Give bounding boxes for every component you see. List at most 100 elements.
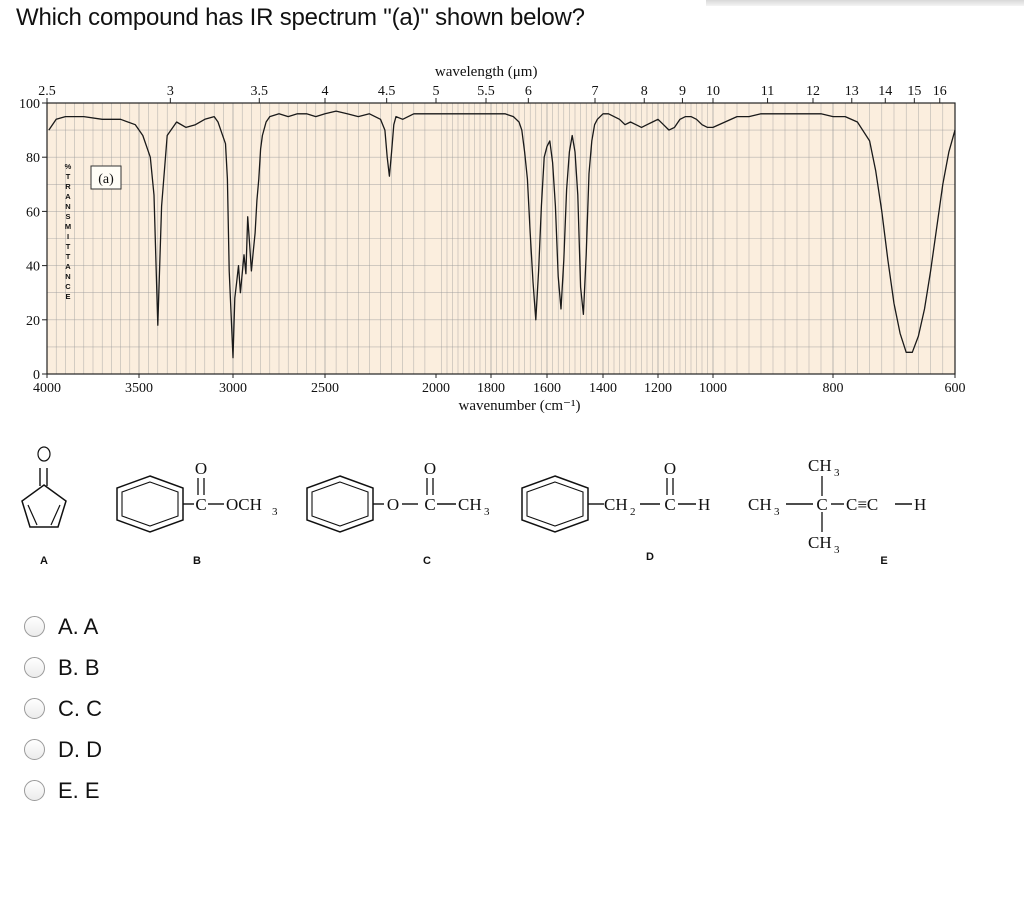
x2-tick-label: 2.5 — [38, 84, 56, 99]
svg-text:C: C — [195, 495, 206, 514]
svg-text:C: C — [664, 495, 675, 514]
y-tick-label: 20 — [26, 314, 40, 329]
x2-tick-label: 6 — [525, 84, 532, 99]
svg-text:H: H — [914, 495, 926, 514]
x2-tick-label: 12 — [806, 84, 820, 99]
choice-b[interactable]: B. B — [24, 647, 102, 688]
y-tick-label: 60 — [26, 205, 40, 220]
choice-c-label: C. C — [58, 695, 102, 721]
x2-tick-label: 9 — [679, 84, 686, 99]
structure-a: A — [21, 446, 67, 567]
svg-text:CH: CH — [748, 495, 772, 514]
structure-letter-d: D — [646, 551, 654, 563]
choice-e[interactable]: E. E — [24, 770, 102, 811]
radio-d[interactable] — [24, 739, 45, 760]
choice-a-label: A. A — [58, 613, 99, 639]
y-tick-label: 100 — [19, 97, 40, 112]
answer-choices: A. A B. B C. C D. D E. E — [24, 606, 102, 811]
y-axis: 0 20 40 60 80 100 — [19, 97, 47, 383]
svg-text:O: O — [664, 459, 676, 478]
structure-c: O O C CH 3 C — [306, 459, 490, 567]
x2-tick-label: 13 — [845, 84, 859, 99]
radio-a[interactable] — [24, 616, 45, 637]
oxygen-atom-a — [37, 446, 51, 462]
x-tick-label: 4000 — [33, 381, 61, 396]
y-axis-label-letter: M — [65, 222, 71, 231]
svg-text:O: O — [195, 459, 207, 478]
svg-text:OCH: OCH — [226, 495, 262, 514]
x-tick-label: 3000 — [219, 381, 247, 396]
svg-text:O: O — [387, 495, 399, 514]
svg-text:CH: CH — [604, 495, 628, 514]
structure-b: O C OCH 3 B — [116, 459, 278, 567]
x-tick-label: 2500 — [311, 381, 339, 396]
x-tick-label: 1800 — [477, 381, 505, 396]
svg-text:C: C — [424, 495, 435, 514]
x2-tick-label: 14 — [878, 84, 892, 99]
x-tick-label: 1000 — [699, 381, 727, 396]
y-axis-label-letter: R — [65, 182, 71, 191]
y-tick-label: 40 — [26, 260, 40, 275]
x-tick-label: 1400 — [589, 381, 617, 396]
window-top-edge — [706, 0, 1024, 6]
x2-axis-title: wavelength (μm) — [435, 64, 538, 80]
x-axis-wavelength: 2.5 3 3.5 4 4.5 5 5.5 6 7 8 9 10 11 12 13 14 15 16 — [38, 84, 947, 103]
y-tick-label: 80 — [26, 151, 40, 166]
svg-text:CH: CH — [458, 495, 482, 514]
y-axis-label-letter: T — [66, 252, 71, 261]
x2-tick-label: 4.5 — [378, 84, 396, 99]
choice-d[interactable]: D. D — [24, 729, 102, 770]
x-tick-label: 2000 — [422, 381, 450, 396]
radio-c[interactable] — [24, 698, 45, 719]
svg-text:2: 2 — [630, 506, 636, 518]
x-tick-label: 3500 — [125, 381, 153, 396]
question-text: Which compound has IR spectrum "(a)" sho… — [16, 4, 585, 31]
svg-text:H: H — [698, 495, 710, 514]
choice-a[interactable]: A. A — [24, 606, 102, 647]
y-axis-label-letter: T — [66, 242, 71, 251]
radio-e[interactable] — [24, 780, 45, 801]
chart-grid — [47, 103, 955, 374]
structure-letter-c: C — [423, 555, 431, 567]
x-tick-label: 600 — [945, 381, 966, 396]
x2-tick-label: 15 — [907, 84, 921, 99]
y-axis-label-letter: T — [66, 172, 71, 181]
y-tick-label: 0 — [33, 368, 40, 383]
y-axis-label-letter: % — [65, 162, 72, 171]
svg-text:3: 3 — [834, 544, 840, 556]
plot-border — [46, 102, 956, 375]
svg-text:O: O — [424, 459, 436, 478]
structure-e: CH 3 CH 3 C C≡C H CH 3 E — [748, 456, 926, 567]
svg-text:C≡C: C≡C — [846, 495, 878, 514]
svg-text:CH: CH — [808, 533, 832, 552]
structure-letter-e: E — [880, 555, 887, 567]
y-axis-label-letter: I — [67, 232, 69, 241]
x2-tick-label: 3 — [167, 84, 174, 99]
structure-letter-a: A — [40, 555, 48, 567]
x2-tick-label: 5 — [433, 84, 440, 99]
x2-tick-label: 3.5 — [251, 84, 269, 99]
spectrum-series — [48, 110, 956, 359]
structure-letter-b: B — [193, 555, 201, 567]
x2-tick-label: 11 — [761, 84, 774, 99]
x-tick-label: 800 — [823, 381, 844, 396]
choice-e-label: E. E — [58, 777, 100, 803]
y-axis-label-letter: C — [65, 282, 71, 291]
svg-text:C: C — [816, 495, 827, 514]
panel-label: (a) — [90, 165, 122, 190]
y-axis-label-letter: S — [65, 212, 70, 221]
choice-b-label: B. B — [58, 654, 100, 680]
y-axis-label-letter: N — [65, 202, 70, 211]
x2-tick-label: 10 — [706, 84, 720, 99]
x2-tick-label: 5.5 — [477, 84, 495, 99]
y-axis-label-letter: E — [65, 292, 70, 301]
choice-c[interactable]: C. C — [24, 688, 102, 729]
x2-tick-label: 8 — [641, 84, 648, 99]
structure-d: CH 2 O C H D — [521, 459, 710, 563]
radio-b[interactable] — [24, 657, 45, 678]
svg-text:3: 3 — [834, 467, 840, 479]
y-axis-label-letter: A — [65, 262, 71, 271]
svg-text:(a): (a) — [98, 172, 114, 187]
plot-frame — [46, 102, 956, 375]
